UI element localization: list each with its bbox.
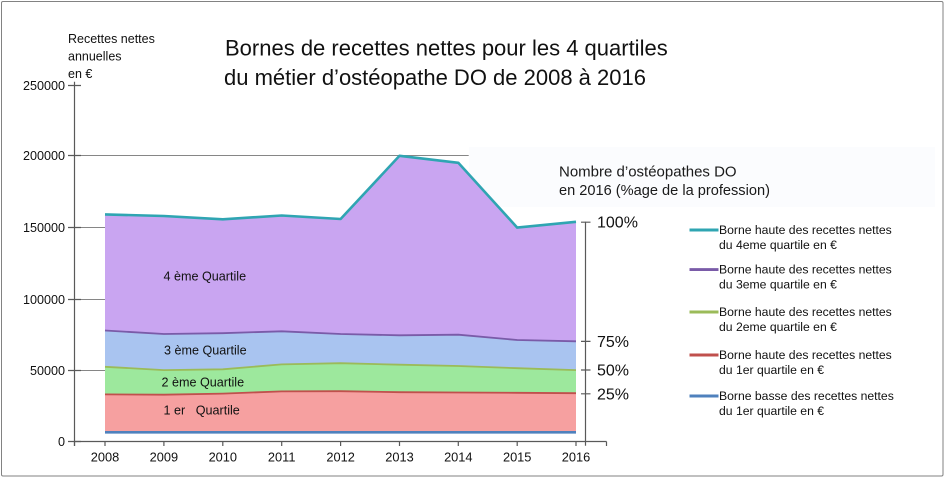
svg-text:25%: 25% [597, 386, 629, 403]
svg-text:Borne haute des recettes nette: Borne haute des recettes nettes [719, 348, 892, 362]
svg-text:du 4eme quartile en €: du 4eme quartile en € [719, 238, 837, 252]
svg-text:Nombre d’ostéopathes DO: Nombre d’ostéopathes DO [559, 164, 737, 181]
svg-text:du 1er quartile en €: du 1er quartile en € [719, 363, 824, 377]
svg-text:en 2016 (%age de la profession: en 2016 (%age de la profession) [559, 183, 770, 199]
svg-text:2013: 2013 [385, 450, 413, 465]
svg-text:Borne haute des recettes nette: Borne haute des recettes nettes [719, 305, 892, 319]
svg-text:100%: 100% [597, 215, 638, 232]
svg-text:2008: 2008 [91, 450, 119, 465]
svg-text:Recettes nettes: Recettes nettes [68, 32, 155, 46]
svg-text:50000: 50000 [30, 364, 65, 378]
svg-text:3 ème Quartile: 3 ème Quartile [164, 343, 247, 357]
svg-text:200000: 200000 [23, 149, 65, 163]
svg-text:2016: 2016 [562, 450, 590, 465]
svg-text:du métier d’ostéopathe DO de 2: du métier d’ostéopathe DO de 2008 à 2016 [224, 65, 646, 90]
svg-text:4 ème Quartile: 4 ème Quartile [164, 269, 247, 283]
svg-text:2009: 2009 [150, 450, 178, 465]
svg-text:2014: 2014 [444, 450, 472, 465]
svg-text:du 2eme quartile en €: du 2eme quartile en € [719, 320, 837, 334]
svg-text:75%: 75% [597, 334, 629, 351]
svg-text:du 1er quartile en €: du 1er quartile en € [719, 404, 824, 418]
svg-text:2015: 2015 [503, 450, 531, 465]
svg-text:2010: 2010 [209, 450, 237, 465]
svg-text:0: 0 [58, 435, 65, 449]
svg-text:50%: 50% [597, 363, 629, 380]
svg-text:Borne haute des recettes nette: Borne haute des recettes nettes [719, 223, 892, 237]
svg-text:2011: 2011 [268, 450, 296, 465]
svg-text:2 ème Quartile: 2 ème Quartile [162, 375, 245, 389]
svg-text:annuelles: annuelles [68, 50, 122, 64]
svg-text:1 er Quartile: 1 er Quartile [164, 404, 240, 418]
svg-text:Bornes de recettes nettes pour: Bornes de recettes nettes pour les 4 qua… [225, 36, 668, 61]
svg-text:150000: 150000 [23, 221, 65, 235]
svg-text:2012: 2012 [326, 450, 354, 465]
svg-text:Borne basse des recettes nette: Borne basse des recettes nettes [719, 389, 894, 403]
svg-text:en €: en € [68, 67, 92, 81]
svg-text:du 3eme quartile en €: du 3eme quartile en € [719, 278, 837, 292]
svg-text:250000: 250000 [23, 79, 65, 93]
svg-text:Borne haute des recettes nette: Borne haute des recettes nettes [719, 263, 892, 277]
svg-text:100000: 100000 [23, 293, 65, 307]
